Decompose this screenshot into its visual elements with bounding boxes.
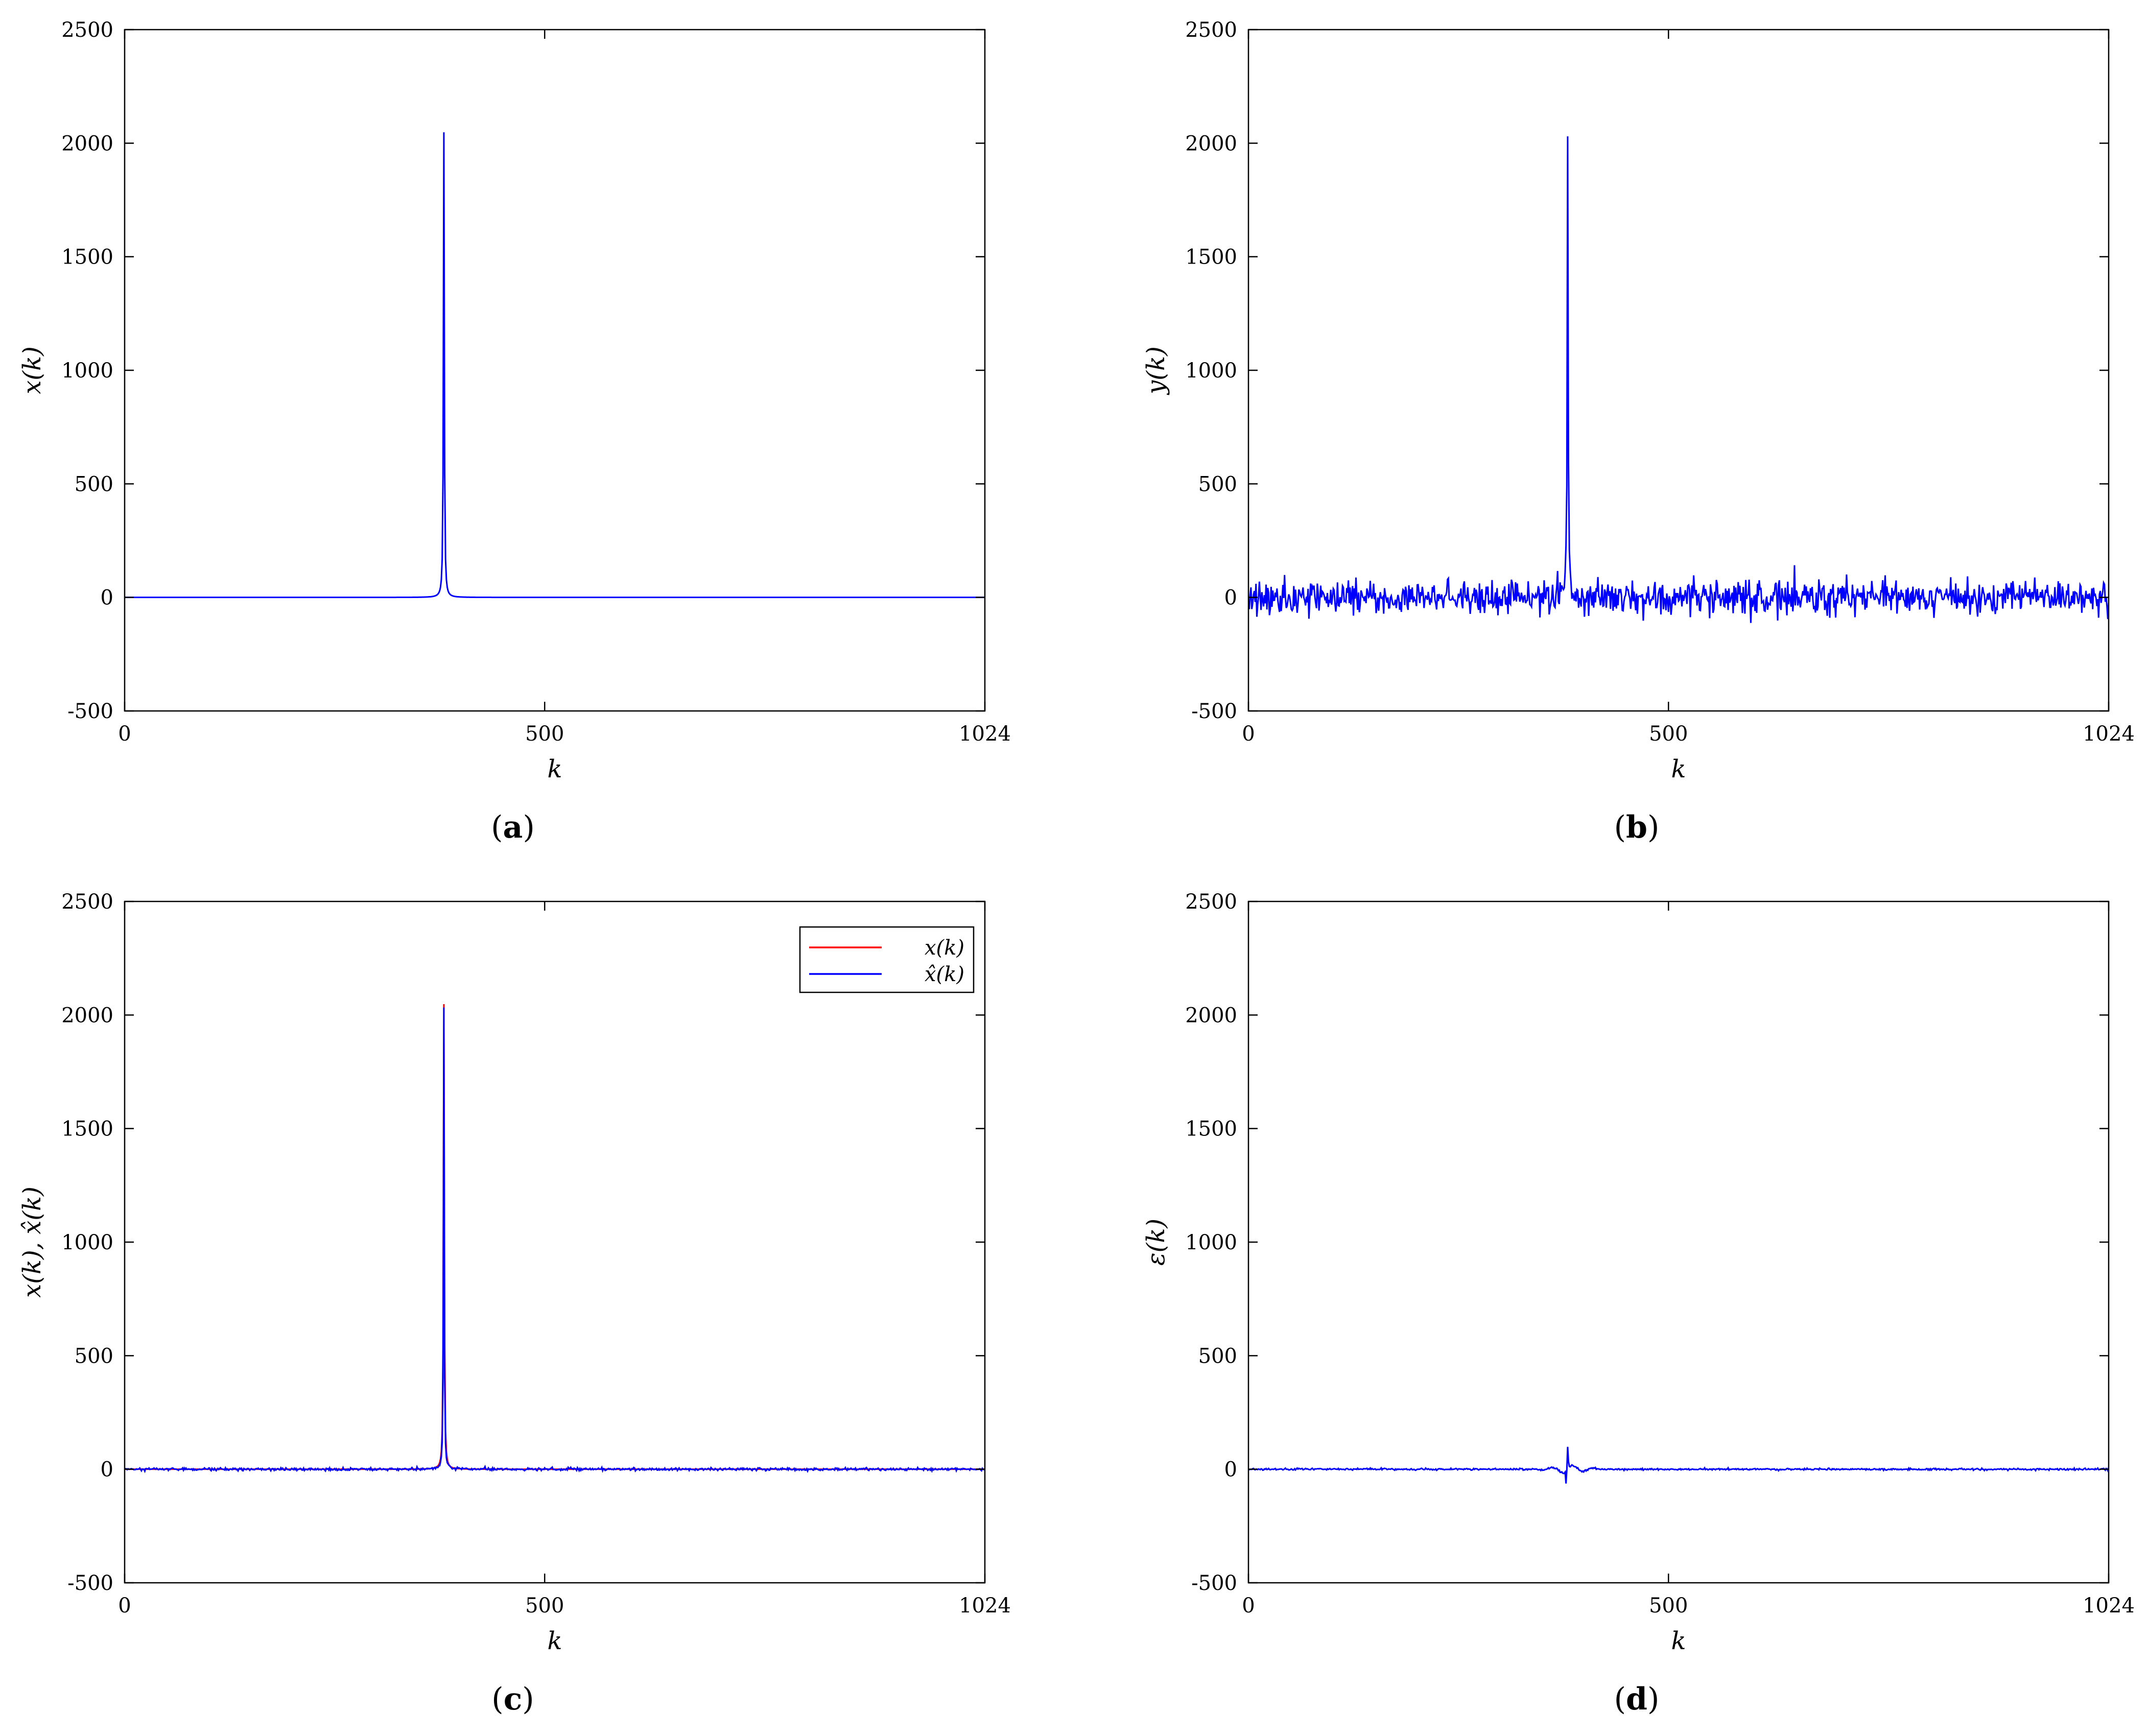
panel-label-close: ) xyxy=(523,810,534,845)
y-tick-label: 0 xyxy=(1224,586,1237,610)
series-line-1 xyxy=(1248,1446,2109,1484)
panel-label-open: ( xyxy=(491,1681,503,1717)
series-line-1 xyxy=(125,132,985,599)
y-tick-label: 1500 xyxy=(1185,246,1237,269)
x-tick-label: 1024 xyxy=(2083,1594,2135,1618)
y-axis-label: y(k) xyxy=(1142,346,1170,395)
y-tick-label: 0 xyxy=(101,1458,113,1482)
y-tick-label: 0 xyxy=(1224,1458,1237,1482)
legend: x(k) x̂(k) xyxy=(799,926,975,993)
y-axis-label: ε(k) xyxy=(1142,1219,1170,1266)
x-tick-label: 0 xyxy=(1242,1594,1255,1618)
y-tick-label: 500 xyxy=(75,1344,113,1368)
y-tick-label: 1000 xyxy=(1185,359,1237,383)
panel-label-letter: c xyxy=(504,1681,523,1717)
y-tick-label: 2000 xyxy=(61,132,113,155)
panel-label-letter: a xyxy=(503,810,523,845)
y-tick-label: 2500 xyxy=(1185,18,1237,42)
panel-label-close: ) xyxy=(522,1681,534,1717)
series-line-1 xyxy=(125,1004,985,1470)
legend-box xyxy=(799,926,975,993)
panel-label-letter: b xyxy=(1626,810,1647,845)
panel-label: (c) xyxy=(491,1681,534,1717)
y-tick-label: 2500 xyxy=(61,890,113,914)
panel-label-open: ( xyxy=(1614,810,1626,845)
x-axis-label: k xyxy=(1671,755,1686,783)
panel-label: (a) xyxy=(491,810,535,845)
plot-frame xyxy=(1247,900,2110,1584)
y-tick-label: 1000 xyxy=(61,1231,113,1254)
x-tick-label: 0 xyxy=(118,1594,131,1618)
panel-label-close: ) xyxy=(1647,810,1659,845)
x-tick-label: 500 xyxy=(1649,722,1688,746)
x-tick-label: 500 xyxy=(525,1594,564,1618)
x-tick-label: 0 xyxy=(118,722,131,746)
y-tick-label: 1500 xyxy=(1185,1117,1237,1141)
panel-label: (d) xyxy=(1614,1681,1660,1717)
y-tick-label: 1500 xyxy=(61,246,113,269)
y-tick-label: -500 xyxy=(1191,700,1237,723)
x-tick-label: 0 xyxy=(1242,722,1255,746)
panel-label: (b) xyxy=(1614,810,1660,845)
x-tick-label: 1024 xyxy=(959,1594,1011,1618)
series-line-1 xyxy=(1248,136,2109,623)
y-tick-label: 0 xyxy=(101,586,113,610)
y-tick-label: 2000 xyxy=(1185,1004,1237,1027)
y-tick-label: 500 xyxy=(1198,1344,1237,1368)
y-tick-label: 2500 xyxy=(1185,890,1237,914)
y-tick-label: 500 xyxy=(75,472,113,496)
plot-frame xyxy=(124,900,986,1584)
x-tick-label: 1024 xyxy=(959,722,1011,746)
panel-label-open: ( xyxy=(491,810,503,845)
x-axis-label: k xyxy=(1671,1627,1686,1655)
y-tick-label: 1000 xyxy=(61,359,113,383)
y-axis-label: x(k) xyxy=(18,346,46,394)
x-axis-label: k xyxy=(547,1627,562,1655)
y-tick-label: -500 xyxy=(1191,1572,1237,1595)
x-axis-label: k xyxy=(547,755,562,783)
x-tick-label: 1024 xyxy=(2083,722,2135,746)
y-tick-label: -500 xyxy=(67,700,113,723)
panel-label-letter: d xyxy=(1626,1681,1647,1717)
y-axis-label: x(k), x̂(k) xyxy=(18,1186,46,1298)
plot-frame xyxy=(124,29,986,712)
x-tick-label: 500 xyxy=(525,722,564,746)
legend-entry-label: x(k) xyxy=(925,936,964,960)
panel-label-close: ) xyxy=(1647,1681,1659,1717)
y-tick-label: 2000 xyxy=(61,1004,113,1027)
y-tick-label: 2500 xyxy=(61,18,113,42)
y-tick-label: 1000 xyxy=(1185,1231,1237,1254)
panel-label-open: ( xyxy=(1614,1681,1626,1717)
series-line-2 xyxy=(125,1007,985,1473)
y-tick-label: 1500 xyxy=(61,1117,113,1141)
legend-entry-label: x̂(k) xyxy=(925,963,964,986)
x-tick-label: 500 xyxy=(1649,1594,1688,1618)
y-tick-label: 2000 xyxy=(1185,132,1237,155)
y-tick-label: 500 xyxy=(1198,472,1237,496)
y-tick-label: -500 xyxy=(67,1572,113,1595)
